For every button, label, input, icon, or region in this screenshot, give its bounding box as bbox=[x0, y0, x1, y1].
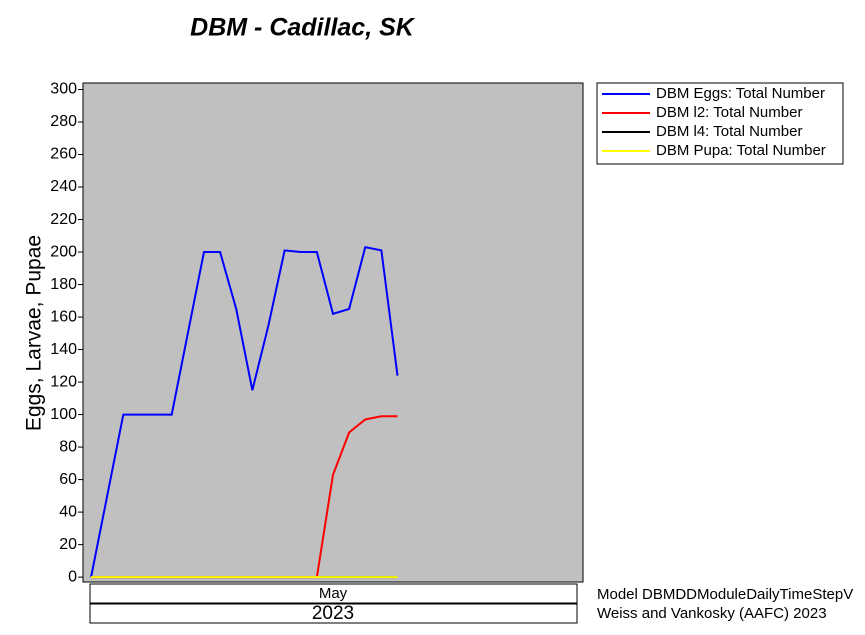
legend-label: DBM l4: Total Number bbox=[656, 123, 802, 140]
y-tick-label: 100 bbox=[50, 406, 77, 423]
y-tick-label: 280 bbox=[50, 113, 77, 130]
y-tick-label: 260 bbox=[50, 146, 77, 163]
y-tick-label: 40 bbox=[59, 503, 77, 520]
y-tick-label: 0 bbox=[68, 568, 77, 585]
year-box bbox=[89, 603, 578, 624]
year-label: 2023 bbox=[312, 603, 354, 624]
y-tick-label: 60 bbox=[59, 471, 77, 488]
series-line bbox=[90, 245, 399, 578]
y-tick-label: 220 bbox=[50, 211, 77, 228]
y-tick-label: 200 bbox=[50, 243, 77, 260]
y-tick-label: 20 bbox=[59, 536, 77, 553]
chart-title: DBM - Cadillac, SK bbox=[190, 14, 416, 42]
footer-text: Model DBMDDModuleDailyTimeStepV bbox=[597, 586, 853, 603]
y-tick-label: 120 bbox=[50, 373, 77, 390]
y-tick-label: 300 bbox=[50, 81, 77, 98]
y-tick-label: 240 bbox=[50, 178, 77, 195]
plot-area bbox=[82, 82, 584, 583]
y-tick-label: 80 bbox=[59, 438, 77, 455]
legend-label: DBM Eggs: Total Number bbox=[656, 85, 825, 102]
y-tick-label: 180 bbox=[50, 276, 77, 293]
footer-text: Weiss and Vankosky (AAFC) 2023 bbox=[597, 605, 827, 622]
y-tick-label: 140 bbox=[50, 341, 77, 358]
month-label: May bbox=[319, 585, 348, 602]
legend-label: DBM l2: Total Number bbox=[656, 104, 802, 121]
legend-label: DBM Pupa: Total Number bbox=[656, 142, 826, 159]
y-tick-label: 160 bbox=[50, 308, 77, 325]
month-box bbox=[89, 583, 578, 604]
y-axis-label: Eggs, Larvae, Pupae bbox=[23, 235, 46, 431]
